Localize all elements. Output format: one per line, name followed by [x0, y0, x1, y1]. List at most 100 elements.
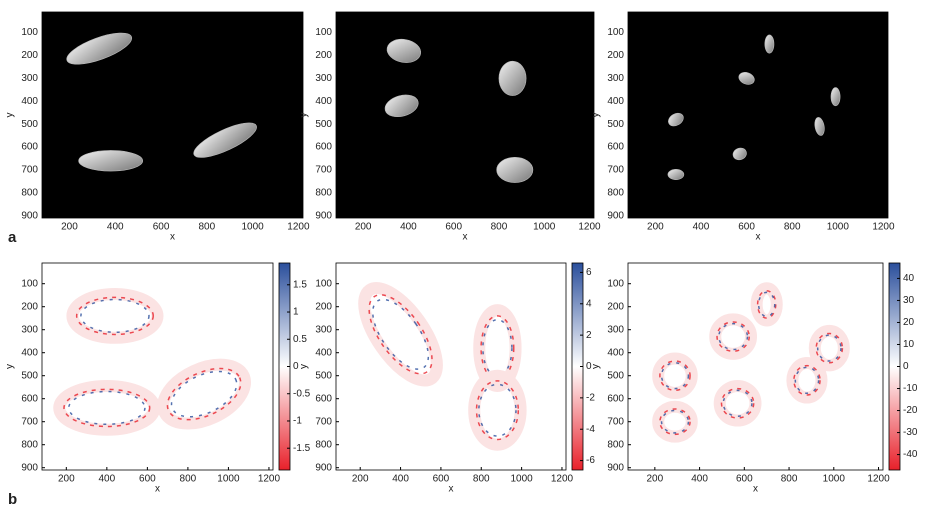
panel: 200 400 600 800 1000 120010020030040050060070…: [591, 11, 895, 243]
y-axis-label: y: [299, 364, 310, 369]
x-tick-label: 800: [473, 474, 490, 485]
y-tick-label: 300: [607, 324, 624, 335]
x-tick-label: 800: [491, 222, 508, 233]
y-tick-label: 500: [607, 370, 624, 381]
response-ring: [372, 298, 430, 370]
x-tick-label: 400: [400, 222, 417, 233]
y-tick-label: 400: [21, 347, 38, 358]
response-halo: [157, 358, 252, 430]
response-ring: [170, 370, 238, 418]
y-tick-label: 900: [315, 462, 332, 473]
panel: 200 400 600 800 1000 120010020030040050060070…: [299, 262, 595, 495]
response-ring: [478, 383, 517, 437]
colorbar-tick-label: 40: [903, 273, 915, 284]
x-tick-label: 600: [445, 222, 462, 233]
y-tick-label: 400: [607, 347, 624, 358]
y-tick-label: 400: [315, 96, 332, 107]
response-halo: [468, 369, 527, 451]
x-tick-label: 1200: [287, 222, 310, 233]
x-tick-label: 200: [646, 474, 663, 485]
colorbar-tick-label: -40: [903, 449, 918, 460]
response-ring: [660, 362, 690, 390]
plot-frame: [627, 11, 889, 219]
y-tick-label: 300: [21, 73, 38, 84]
colorbar-tick-label: -20: [903, 405, 918, 416]
colorbar-tick-label: 2: [586, 330, 592, 341]
x-tick-label: 800: [781, 474, 798, 485]
x-axis-label: x: [756, 232, 761, 243]
y-tick-label: 700: [21, 416, 38, 427]
colorbar-tick-label: -10: [903, 383, 918, 394]
object-shape: [830, 87, 841, 107]
y-tick-label: 500: [21, 119, 38, 130]
colorbar-tick-label: -0.5: [293, 388, 311, 399]
response-ring: [716, 321, 750, 353]
plot-background: [336, 12, 594, 218]
response-ring: [815, 332, 844, 364]
colorbar-tick-label: -1.5: [293, 443, 311, 454]
y-axis-label: y: [5, 364, 16, 369]
response-ring: [718, 322, 749, 351]
colorbar-tick-label: 10: [903, 339, 915, 350]
x-tick-label: 600: [738, 222, 755, 233]
y-tick-label: 800: [21, 187, 38, 198]
y-tick-label: 100: [21, 27, 38, 38]
colorbar-tick-label: -1: [293, 416, 302, 427]
x-tick-label: 600: [736, 474, 753, 485]
panel: 200 400 600 800 1000 120010020030040050060070…: [591, 262, 918, 495]
response-halo: [713, 380, 762, 427]
colorbar-tick-label: 0: [293, 361, 299, 372]
object-shape: [193, 122, 257, 158]
x-tick-label: 1200: [551, 474, 574, 485]
colorbar-tick-label: 1.5: [293, 279, 307, 290]
plot-background: [628, 12, 888, 218]
x-tick-label: 400: [691, 474, 708, 485]
x-tick-label: 1000: [510, 474, 533, 485]
x-axis-label: x: [170, 232, 175, 243]
colorbar-tick-label: 4: [586, 298, 592, 309]
x-tick-label: 400: [693, 222, 710, 233]
plot-frame: [335, 262, 567, 471]
y-tick-label: 300: [315, 324, 332, 335]
y-tick-label: 100: [315, 278, 332, 289]
response-halo: [473, 304, 522, 393]
response-ring: [166, 367, 242, 421]
x-tick-label: 1200: [872, 222, 895, 233]
y-tick-label: 200: [21, 301, 38, 312]
y-tick-label: 600: [607, 393, 624, 404]
response-ring: [482, 318, 513, 378]
y-tick-label: 700: [315, 416, 332, 427]
response-ring: [659, 408, 691, 436]
x-tick-label: 400: [98, 474, 115, 485]
panel: 200 400 600 800 1000 120010020030040050060070…: [5, 11, 310, 243]
x-tick-label: 1000: [823, 474, 846, 485]
object-shape: [498, 60, 527, 96]
response-halo: [709, 313, 758, 360]
y-tick-label: 800: [607, 439, 624, 450]
x-axis-label: x: [463, 232, 468, 243]
y-axis-label: y: [591, 364, 602, 369]
response-ring: [67, 390, 146, 426]
x-tick-label: 1000: [827, 222, 850, 233]
y-tick-label: 300: [607, 73, 624, 84]
plot-background: [42, 12, 303, 218]
y-tick-label: 500: [21, 370, 38, 381]
y-tick-label: 500: [607, 119, 624, 130]
colorbar-tick-label: -6: [586, 455, 595, 466]
x-tick-label: 800: [180, 474, 197, 485]
x-tick-label: 800: [784, 222, 801, 233]
y-tick-label: 800: [315, 439, 332, 450]
colorbar-tick-label: -30: [903, 427, 918, 438]
x-tick-label: 1200: [867, 474, 890, 485]
y-tick-label: 900: [607, 462, 624, 473]
panel-label: a: [8, 229, 17, 246]
object-shape: [814, 117, 825, 136]
y-tick-label: 700: [315, 165, 332, 176]
response-ring: [722, 389, 753, 417]
x-axis-label: x: [753, 484, 758, 495]
colorbar-tick-label: 1: [293, 307, 299, 318]
x-tick-label: 200: [58, 474, 75, 485]
object-shape: [667, 169, 685, 180]
colorbar-tick-label: 20: [903, 317, 915, 328]
